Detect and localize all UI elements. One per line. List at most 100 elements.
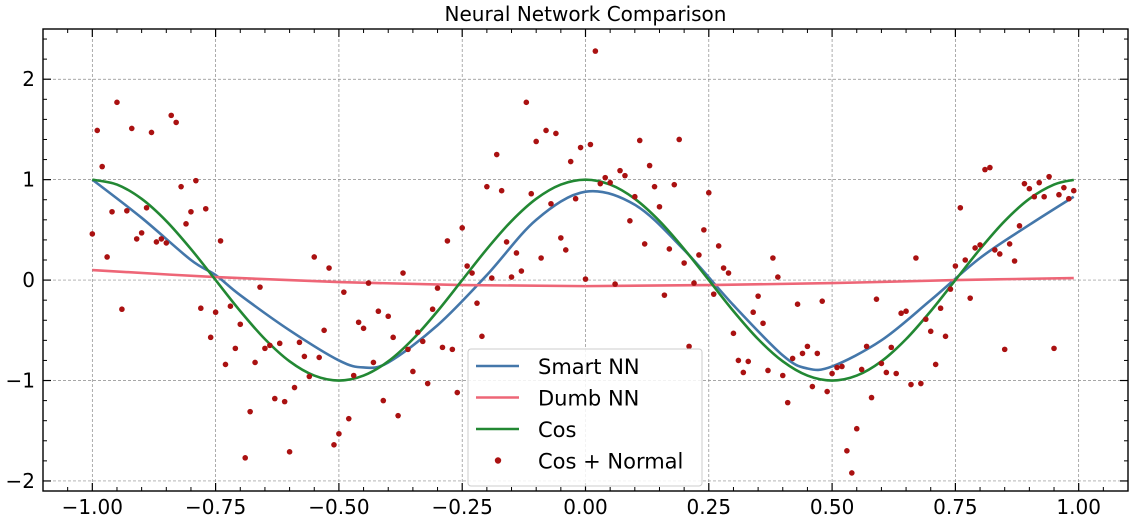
cos-normal-point <box>740 369 747 376</box>
cos-normal-point <box>947 286 954 292</box>
cos-normal-point <box>89 231 96 237</box>
cos-normal-point <box>607 179 613 186</box>
cos-normal-point <box>168 112 175 119</box>
cos-normal-point <box>193 177 199 184</box>
cos-normal-point <box>341 289 347 295</box>
cos-normal-point <box>345 415 352 422</box>
cos-normal-point <box>1046 173 1052 180</box>
cos-normal-point <box>385 313 392 320</box>
cos-normal-point <box>158 236 165 242</box>
cos-normal-point <box>301 353 308 360</box>
cos-normal-point <box>143 204 150 211</box>
cos-normal-point <box>992 247 998 253</box>
cos-normal-point <box>853 425 860 432</box>
cos-normal-point <box>839 363 845 370</box>
cos-normal-point <box>173 119 179 126</box>
cos-normal-point <box>696 252 702 258</box>
cos-normal-point <box>232 345 239 352</box>
cos-normal-point <box>656 203 663 210</box>
cos-normal-point <box>306 373 313 380</box>
cos-normal-point <box>503 239 510 245</box>
cos-normal-point <box>242 455 249 461</box>
cos-normal-point <box>281 398 288 405</box>
cos-normal-point <box>952 263 959 269</box>
cos-normal-point <box>681 260 687 266</box>
cos-normal-point <box>587 141 594 148</box>
cos-normal-point <box>148 129 155 136</box>
cos-normal-point <box>119 306 125 313</box>
cos-normal-point <box>321 327 327 334</box>
chart-title: Neural Network Comparison <box>445 2 727 26</box>
cos-normal-point <box>479 333 485 340</box>
cos-normal-point <box>1056 191 1062 198</box>
cos-normal-point <box>1051 345 1057 352</box>
cos-normal-point <box>592 48 599 54</box>
cos-normal-point <box>178 183 184 190</box>
cos-normal-point <box>779 372 786 379</box>
cos-normal-point <box>207 334 214 341</box>
cos-normal-point <box>636 137 643 144</box>
cos-normal-point <box>617 167 623 174</box>
cos-normal-point <box>257 284 263 290</box>
cos-normal-point <box>1026 185 1033 192</box>
cos-normal-point <box>375 308 382 315</box>
cos-normal-point <box>898 310 904 317</box>
cos-normal-point <box>612 281 618 287</box>
legend-label-smart-nn: Smart NN <box>538 355 640 379</box>
x-tick-label: 0.75 <box>933 495 978 519</box>
cos-normal-point <box>918 380 924 387</box>
cos-normal-point <box>484 183 490 190</box>
cos-normal-point <box>804 343 811 350</box>
cos-normal-point <box>222 361 229 368</box>
cos-normal-point <box>133 236 140 242</box>
cos-normal-point <box>188 208 194 215</box>
cos-normal-point <box>227 303 234 310</box>
cos-normal-point <box>262 345 268 352</box>
smart-nn-line <box>91 178 1075 372</box>
cos-normal-point <box>784 399 791 406</box>
y-tick-label: 1 <box>22 168 35 192</box>
cos-normal-point <box>686 343 692 350</box>
cos-normal-point <box>488 275 495 281</box>
cos-normal-point <box>1021 180 1028 187</box>
cos-normal-point <box>350 372 357 379</box>
cos-normal-point <box>336 430 342 437</box>
cos-normal-point <box>770 255 776 261</box>
cos-normal-point <box>311 254 318 260</box>
cos-normal-point <box>163 240 170 246</box>
cos-normal-point <box>829 370 835 377</box>
plot-series <box>89 48 1077 476</box>
cos-normal-point <box>286 449 293 455</box>
cos-normal-point <box>967 295 973 301</box>
cos-normal-point <box>572 195 579 202</box>
cos-normal-point <box>641 241 648 247</box>
cos-normal-point <box>1061 184 1067 191</box>
cos-normal-point <box>99 163 105 170</box>
cos-normal-point <box>824 388 830 395</box>
cos-normal-point <box>765 367 771 374</box>
cos-normal-point <box>424 380 431 387</box>
cos-normal-point <box>252 359 258 366</box>
y-tick-label: −1 <box>6 369 35 393</box>
cos-normal-point <box>355 319 362 326</box>
cos-normal-point <box>632 193 638 200</box>
y-tick-label: 2 <box>22 67 35 91</box>
cos-normal-point <box>863 343 870 350</box>
cos-normal-point <box>1011 258 1018 264</box>
cos-normal-point <box>109 208 115 215</box>
cos-normal-point <box>760 320 766 327</box>
cos-normal-point <box>927 328 934 335</box>
cos-normal-point <box>1001 346 1008 353</box>
cos-normal-point <box>296 339 303 346</box>
cos-normal-point <box>1016 223 1023 229</box>
cos-normal-point <box>750 309 756 316</box>
axis-ticks: −1.00 −0.75 −0.50 −0.25 0.00 0.25 0.50 0.75 1.00… <box>6 29 1128 519</box>
cos-normal-point <box>464 263 470 269</box>
cos-normal-point <box>701 227 707 233</box>
x-tick-label: 1.00 <box>1056 495 1101 519</box>
cos-normal-point <box>444 238 451 244</box>
cos-normal-point <box>1006 241 1013 247</box>
legend-label-cos-normal: Cos + Normal <box>538 450 683 474</box>
cos-normal-point <box>996 251 1003 257</box>
cos-normal-point <box>745 358 752 365</box>
